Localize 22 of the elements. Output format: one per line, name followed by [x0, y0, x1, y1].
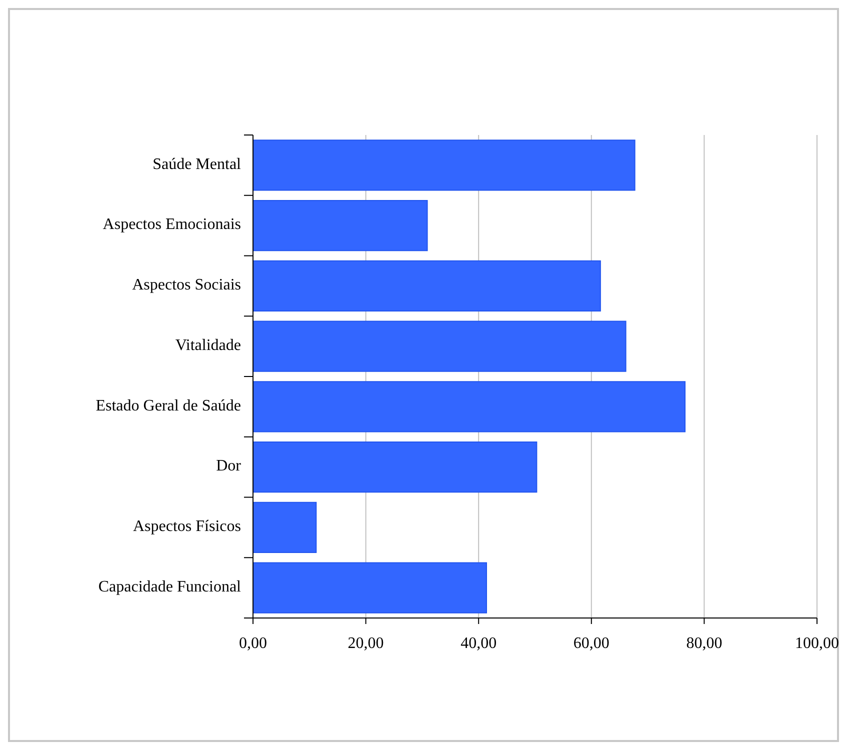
x-tick-label: 20,00	[348, 635, 384, 652]
y-tick-label: Vitalidade	[175, 336, 241, 354]
x-tick-label: 100,00	[795, 635, 839, 652]
y-tick-label: Estado Geral de Saúde	[96, 397, 241, 414]
bar	[252, 140, 636, 191]
bar	[252, 200, 428, 252]
y-tick-label: Aspectos Físicos	[133, 518, 241, 536]
y-tick-label: Capacidade Funcional	[98, 578, 242, 596]
bar	[252, 320, 626, 372]
bar	[252, 260, 601, 312]
bar	[252, 562, 487, 614]
bar	[252, 502, 317, 553]
x-tick-label: 0,00	[239, 635, 267, 652]
y-tick-label: Aspectos Emocionais	[102, 216, 241, 234]
bar	[252, 442, 538, 493]
x-tick-label: 60,00	[573, 635, 610, 652]
y-tick-label: Saúde Mental	[152, 156, 242, 173]
x-tick-label: 80,00	[686, 635, 722, 652]
bar	[252, 381, 686, 432]
y-tick-label: Aspectos Sociais	[132, 276, 241, 294]
y-tick-label: Dor	[216, 458, 242, 475]
x-tick-label: 40,00	[460, 635, 497, 652]
